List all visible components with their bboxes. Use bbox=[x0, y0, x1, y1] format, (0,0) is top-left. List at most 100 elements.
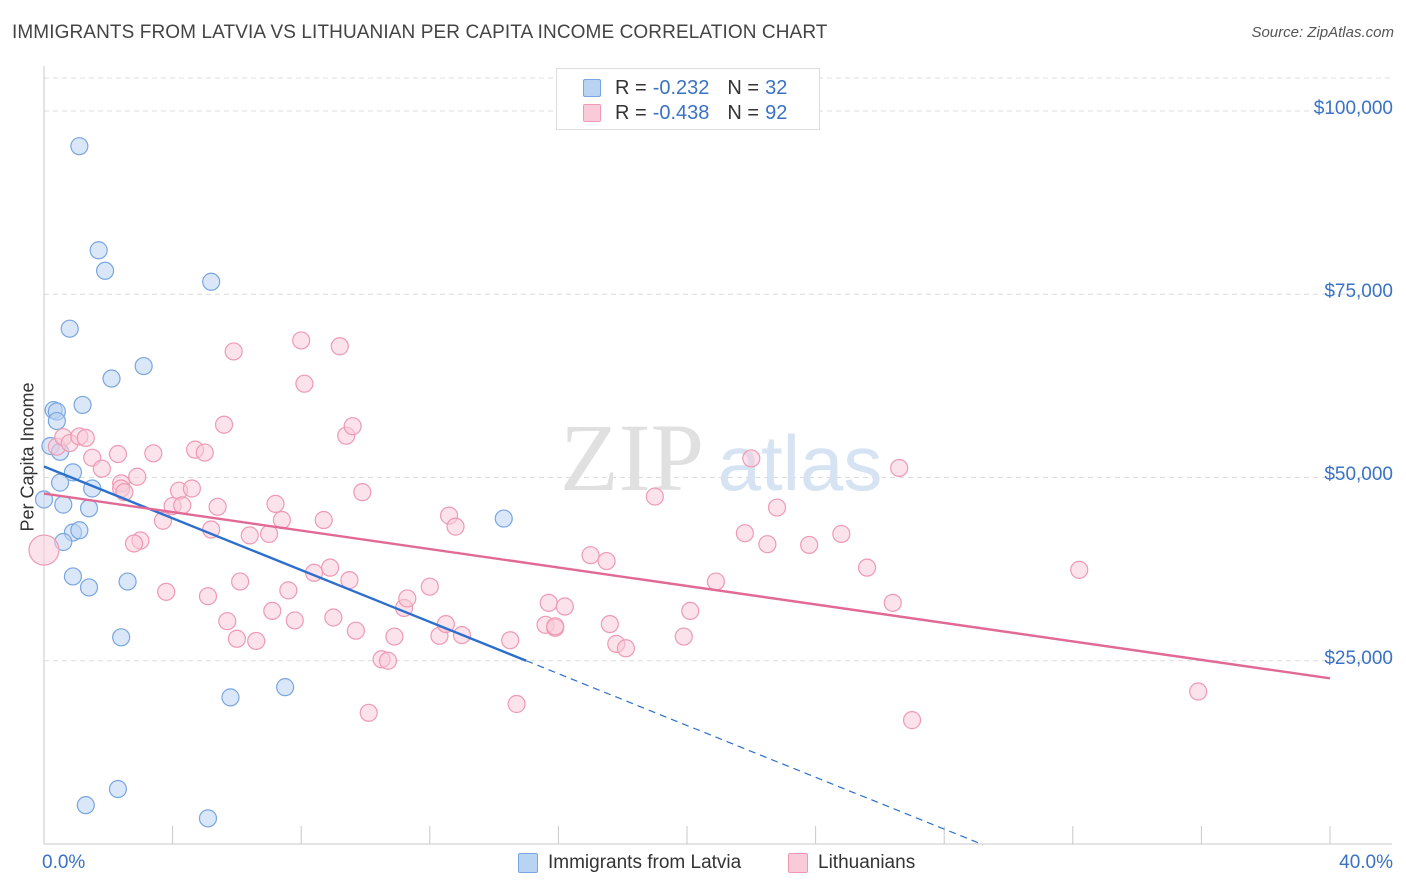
lithuanian-point-44 bbox=[324, 608, 343, 627]
latvia-point-5 bbox=[134, 356, 153, 376]
lithuanian-point-70 bbox=[597, 551, 616, 571]
legend-r-label: R = bbox=[615, 76, 647, 99]
latvia-point-24 bbox=[118, 572, 137, 591]
lithuanian-point-57 bbox=[420, 577, 439, 596]
lithuanian-point-43 bbox=[321, 558, 340, 577]
legend-r-label: R = bbox=[615, 101, 647, 124]
latvia-point-27 bbox=[221, 688, 240, 707]
lithuanian-point-29 bbox=[231, 572, 250, 591]
latvia-point-26 bbox=[112, 628, 131, 647]
lithuanian-point-8 bbox=[108, 444, 128, 464]
lithuanian-point-34 bbox=[263, 601, 282, 621]
legend-row-lithuanians: R = -0.438 N = 92 bbox=[583, 101, 787, 125]
lithuanian-point-73 bbox=[616, 639, 636, 658]
lithuanian-point-17 bbox=[157, 582, 176, 601]
lithuanian-point-21 bbox=[182, 479, 201, 498]
lithuanian-point-69 bbox=[581, 546, 600, 565]
latvia-point-20 bbox=[70, 521, 89, 540]
latvia-point-3 bbox=[202, 272, 221, 291]
latvia-point-4 bbox=[60, 319, 79, 338]
latvia-point-18 bbox=[79, 499, 99, 518]
latvia-point-2 bbox=[95, 261, 115, 280]
latvia-point-22 bbox=[63, 567, 83, 586]
x-tick-label-min: 0.0% bbox=[42, 852, 86, 873]
lithuanian-point-37 bbox=[279, 581, 298, 600]
lithuanian-point-39 bbox=[292, 331, 311, 350]
lithuanian-point-74 bbox=[645, 487, 664, 506]
x-tick-label-max: 40.0% bbox=[1339, 852, 1393, 873]
lithuanian-point-26 bbox=[214, 415, 234, 434]
legend-item-lithuanians[interactable]: Lithuanians bbox=[788, 852, 915, 874]
latvia-point-10 bbox=[47, 411, 66, 431]
lithuanian-point-32 bbox=[247, 631, 266, 651]
lithuanian-point-89 bbox=[1189, 682, 1208, 701]
data-points bbox=[28, 137, 1208, 828]
lithuanian-point-23 bbox=[195, 443, 214, 462]
lithuanian-point-27 bbox=[224, 342, 243, 361]
lithuanian-point-56 bbox=[398, 589, 417, 608]
legend-n-label: N = bbox=[727, 101, 760, 124]
lithuanian-point-81 bbox=[767, 498, 787, 517]
lithuanian-point-79 bbox=[742, 449, 761, 468]
correlation-legend: R = -0.232 N = 32 R = -0.438 N = 92 bbox=[556, 68, 820, 130]
legend-swatch-lithuanians bbox=[583, 104, 601, 122]
y-tick-label-3: $100,000 bbox=[1313, 97, 1393, 119]
lithuanian-point-91 bbox=[227, 629, 246, 648]
lithuanian-point-76 bbox=[681, 601, 700, 621]
legend-n-value: 32 bbox=[765, 76, 788, 99]
lithuanian-point-87 bbox=[902, 711, 922, 730]
lithuanian-point-25 bbox=[208, 497, 227, 516]
lithuanian-point-30 bbox=[218, 612, 237, 631]
source-label: Source: ZipAtlas.com bbox=[1251, 24, 1394, 41]
lithuanian-point-45 bbox=[330, 337, 349, 356]
lithuanian-point-85 bbox=[883, 593, 902, 612]
legend-n-value: 92 bbox=[765, 101, 788, 124]
lithuanian-point-31 bbox=[198, 587, 218, 606]
lithuanian-point-68 bbox=[555, 597, 574, 616]
latvia-point-28 bbox=[276, 678, 295, 697]
lithuanian-point-84 bbox=[857, 558, 877, 577]
legend-r-value: -0.232 bbox=[652, 76, 710, 99]
latvia-point-0 bbox=[70, 137, 89, 156]
latvia-point-31 bbox=[198, 809, 218, 828]
lithuanian-trend-line bbox=[43, 492, 1331, 680]
legend-swatch-lithuanians bbox=[788, 853, 808, 873]
latvia-point-17 bbox=[54, 495, 73, 514]
lithuanian-point-42 bbox=[314, 510, 333, 530]
lithuanian-point-40 bbox=[295, 374, 314, 393]
lithuanian-point-77 bbox=[706, 572, 726, 591]
lithuanian-point-75 bbox=[674, 627, 693, 646]
lithuanian-point-61 bbox=[446, 517, 465, 536]
lithuanian-point-13 bbox=[144, 444, 163, 463]
legend-label-lithuanians: Lithuanians bbox=[818, 852, 916, 873]
lithuanian-point-88 bbox=[1070, 560, 1089, 579]
lithuanian-point-50 bbox=[353, 483, 372, 502]
legend-label-latvia: Immigrants from Latvia bbox=[548, 852, 742, 873]
legend-n-label: N = bbox=[727, 76, 760, 99]
latvia-point-6 bbox=[102, 369, 121, 388]
trend-lines bbox=[43, 465, 1331, 846]
watermark-zip: ZIP bbox=[560, 404, 704, 511]
latvia-point-30 bbox=[76, 796, 95, 815]
latvia-point-9 bbox=[73, 395, 92, 415]
lithuanian-point-15 bbox=[124, 534, 144, 553]
lithuanian-point-64 bbox=[507, 694, 526, 714]
watermark-atlas: atlas bbox=[718, 419, 883, 507]
lithuanian-point-51 bbox=[359, 703, 378, 722]
latvia-trend-extension bbox=[526, 660, 984, 846]
lithuanian-point-71 bbox=[600, 614, 619, 634]
lithuanian-point-0 bbox=[28, 534, 60, 566]
legend-swatch-latvia bbox=[518, 853, 538, 873]
watermark: ZIP atlas bbox=[560, 404, 882, 511]
latvia-point-25 bbox=[494, 509, 513, 528]
lithuanian-point-54 bbox=[385, 627, 404, 646]
y-tick-label-1: $50,000 bbox=[1324, 464, 1393, 486]
legend-row-latvia: R = -0.232 N = 32 bbox=[583, 76, 787, 100]
latvia-point-1 bbox=[89, 241, 108, 260]
legend-swatch-latvia bbox=[583, 79, 601, 97]
y-tick-label-2: $75,000 bbox=[1324, 281, 1393, 303]
lithuanian-point-53 bbox=[378, 651, 398, 670]
lithuanian-point-47 bbox=[343, 417, 362, 436]
legend-item-latvia[interactable]: Immigrants from Latvia bbox=[518, 852, 741, 874]
